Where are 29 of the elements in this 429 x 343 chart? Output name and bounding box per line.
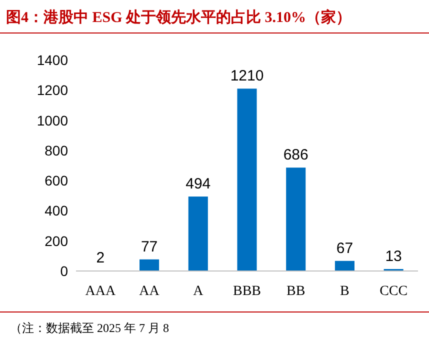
x-tick-label: BB <box>286 284 306 299</box>
x-tick-label: A <box>193 284 204 299</box>
y-tick-label: 1400 <box>36 52 68 68</box>
data-label: 77 <box>140 238 158 256</box>
y-tick-label: 1200 <box>36 82 68 98</box>
bar <box>188 196 208 271</box>
x-tick-label: BBB <box>232 284 262 299</box>
data-label: 13 <box>385 248 402 266</box>
data-label: 494 <box>186 176 211 193</box>
data-label: 1210 <box>230 68 264 85</box>
y-tick-label: 800 <box>44 142 68 158</box>
x-tick-label: CCC <box>380 284 408 299</box>
bar <box>140 259 160 271</box>
data-label: 67 <box>336 240 354 257</box>
y-tick-label: 600 <box>44 172 68 189</box>
x-tick-label: AAA <box>85 284 116 299</box>
text: （注：数据截至 2025 年 7 月 8 <box>10 321 169 335</box>
bar <box>334 260 354 271</box>
chart-title: 图4：港股中 ESG 处于领先水平的占比 3.10%（家） <box>6 8 352 26</box>
bar <box>286 168 306 271</box>
bar <box>237 88 257 271</box>
data-label: 686 <box>283 146 308 164</box>
y-tick-label: 1000 <box>36 112 68 128</box>
y-tick-label: 200 <box>44 232 68 249</box>
y-tick-label: 400 <box>44 202 68 219</box>
x-tick-label: B <box>340 284 350 299</box>
x-tick-label: AA <box>139 284 160 299</box>
data-label: 2 <box>96 250 105 267</box>
y-tick-label: 0 <box>60 263 68 279</box>
